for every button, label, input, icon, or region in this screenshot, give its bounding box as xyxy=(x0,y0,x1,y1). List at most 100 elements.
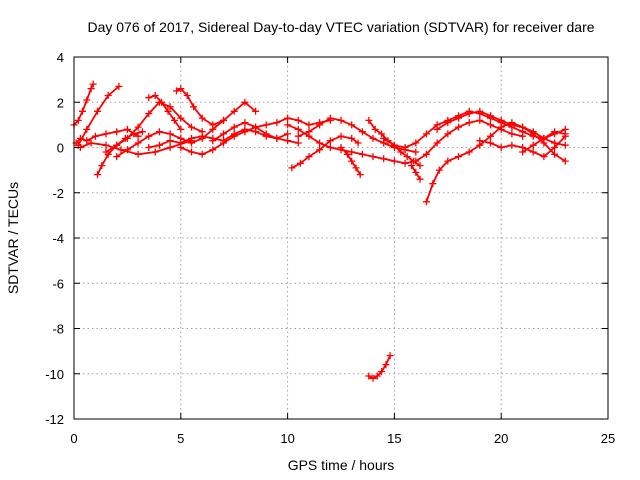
data-point xyxy=(188,148,195,156)
data-point xyxy=(365,116,373,124)
data-point xyxy=(123,134,131,142)
data-point xyxy=(145,144,153,151)
data-point xyxy=(166,103,174,111)
data-point xyxy=(497,144,505,151)
data-point xyxy=(369,374,377,382)
data-point xyxy=(422,150,430,158)
y-tick-label: 4 xyxy=(57,50,64,65)
data-point xyxy=(348,121,356,129)
data-point xyxy=(412,139,420,147)
y-tick-label: -2 xyxy=(52,186,64,201)
series-trace xyxy=(175,87,257,126)
x-tick-label: 20 xyxy=(494,431,508,446)
x-tick-label: 10 xyxy=(280,431,294,446)
data-point xyxy=(134,123,142,131)
series-trace xyxy=(73,83,95,126)
data-point xyxy=(529,141,537,149)
data-point xyxy=(326,144,334,151)
y-tick-label: -4 xyxy=(52,231,64,246)
data-point xyxy=(220,116,227,124)
data-point xyxy=(74,116,82,124)
data-point xyxy=(444,130,452,138)
series-arc-06 xyxy=(102,98,206,156)
data-point xyxy=(94,107,101,115)
data-point xyxy=(117,146,125,154)
data-point xyxy=(220,139,227,147)
data-point xyxy=(284,137,292,145)
data-point xyxy=(134,132,142,140)
data-point xyxy=(326,137,334,145)
data-point xyxy=(113,128,121,136)
data-point xyxy=(183,92,191,99)
data-point xyxy=(305,153,313,161)
data-point xyxy=(390,157,398,165)
x-tick-label: 0 xyxy=(70,431,77,446)
data-point xyxy=(444,157,452,165)
data-point xyxy=(337,144,345,151)
data-point xyxy=(369,153,377,161)
x-tick-label: 25 xyxy=(601,431,615,446)
data-point xyxy=(188,123,195,131)
data-point xyxy=(83,137,91,145)
data-point xyxy=(241,119,249,127)
data-point xyxy=(230,107,238,115)
data-point xyxy=(284,114,292,122)
data-point xyxy=(455,123,462,131)
data-point xyxy=(115,82,123,90)
data-point xyxy=(104,92,112,99)
series-trace xyxy=(105,101,204,153)
data-point xyxy=(173,87,180,95)
series-trace xyxy=(367,354,392,380)
x-tick-label: 5 xyxy=(177,431,184,446)
data-point xyxy=(422,198,430,206)
data-point xyxy=(166,144,174,151)
data-point xyxy=(230,132,238,140)
data-point xyxy=(198,114,206,122)
data-point xyxy=(284,130,292,138)
data-point xyxy=(123,146,131,154)
data-point xyxy=(305,121,313,129)
data-point xyxy=(177,85,185,93)
data-point xyxy=(166,137,174,145)
series-arc-13 xyxy=(284,116,527,167)
data-point xyxy=(561,157,569,165)
data-point xyxy=(561,141,569,149)
series-arc-18 xyxy=(380,107,569,151)
data-point xyxy=(403,153,411,161)
data-point xyxy=(356,171,364,179)
data-point xyxy=(455,114,462,122)
data-point xyxy=(230,123,238,131)
data-point xyxy=(145,132,153,140)
data-point xyxy=(252,107,260,115)
data-point xyxy=(529,148,537,156)
data-point xyxy=(487,132,494,140)
data-point xyxy=(465,110,473,118)
data-point xyxy=(412,168,420,176)
data-point xyxy=(190,103,198,111)
data-point xyxy=(369,134,377,142)
data-point xyxy=(508,121,516,129)
series-arc-20 xyxy=(408,162,424,183)
data-point xyxy=(348,148,356,156)
data-point xyxy=(378,130,386,138)
data-point xyxy=(134,150,142,158)
data-point xyxy=(540,134,548,142)
data-point xyxy=(294,125,302,133)
data-point xyxy=(241,98,249,106)
data-point xyxy=(83,125,91,133)
data-point xyxy=(416,162,424,170)
data-point xyxy=(316,146,324,154)
y-tick-label: -6 xyxy=(52,276,64,291)
data-point xyxy=(145,94,153,102)
data-point xyxy=(551,150,559,158)
data-point xyxy=(408,162,415,170)
data-point xyxy=(561,130,569,138)
series-arc-16 xyxy=(337,144,364,179)
data-point xyxy=(326,114,334,122)
data-point xyxy=(551,128,559,136)
data-point xyxy=(209,137,217,145)
data-point xyxy=(87,85,95,93)
data-point xyxy=(380,155,388,163)
data-point xyxy=(519,123,527,131)
